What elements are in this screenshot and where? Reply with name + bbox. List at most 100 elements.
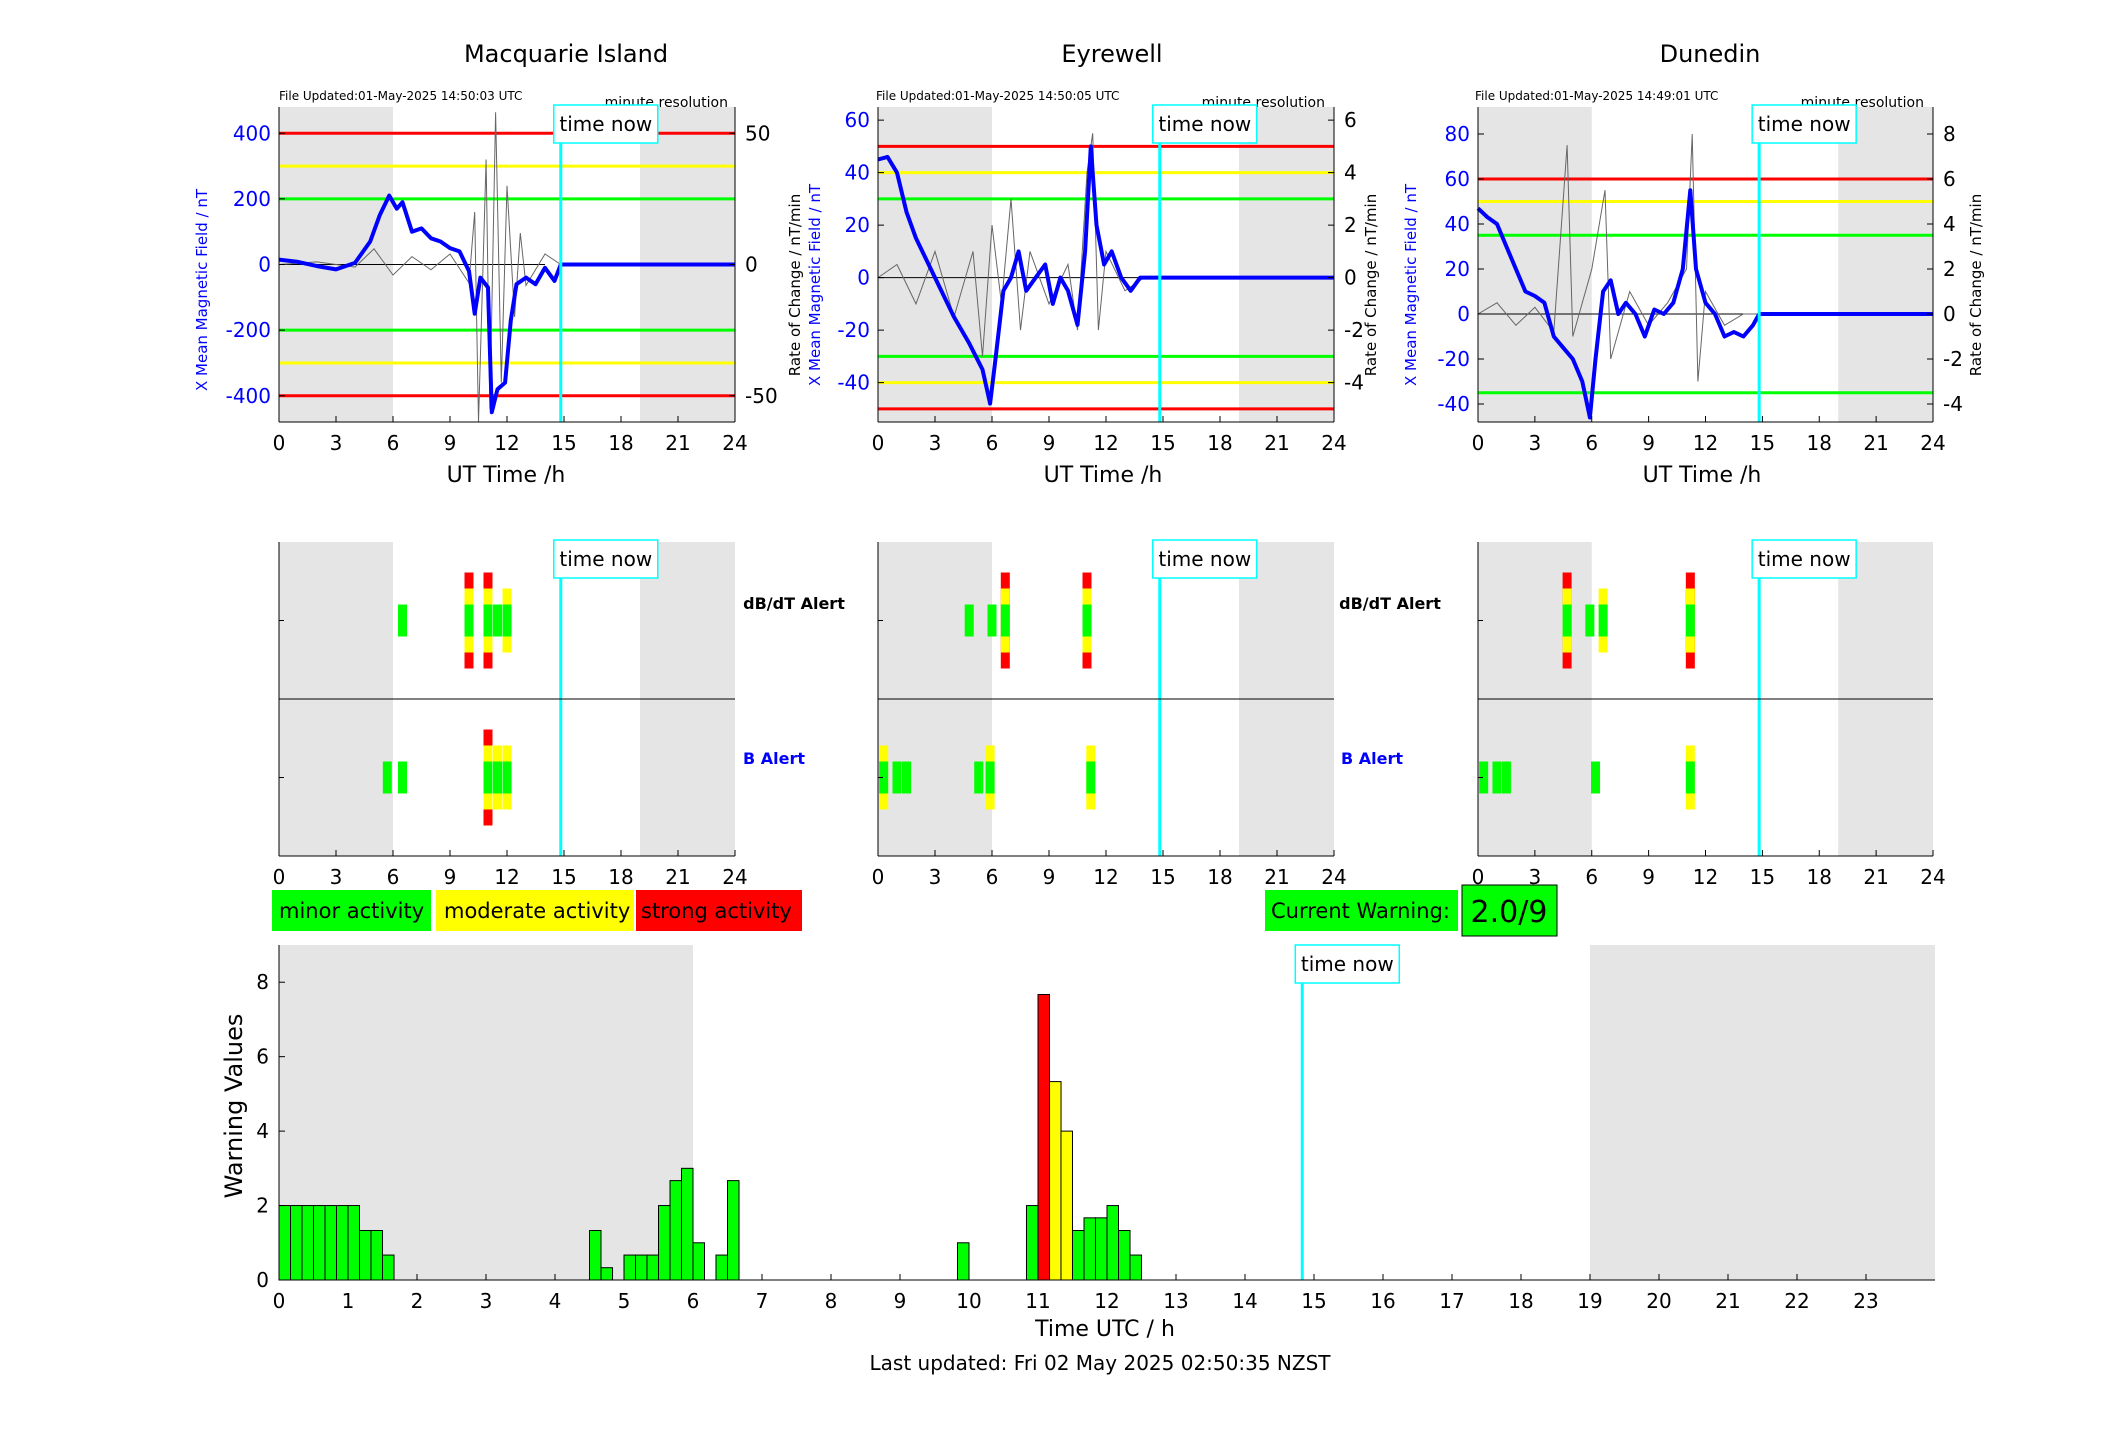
warning-bar [1118, 1229, 1131, 1281]
x-tick-label: 24 [1920, 431, 1945, 455]
right-y-tick-label: 6 [1943, 167, 1956, 191]
x-tick-label: 9 [444, 865, 457, 889]
left-y-tick-label: -200 [226, 318, 271, 342]
legend: minor activity moderate activity strong … [272, 890, 802, 931]
x-tick-label: 15 [1750, 865, 1775, 889]
x-tick-label: 3 [929, 865, 942, 889]
x-axis-label: UT Time /h [447, 463, 566, 488]
warning-bar [680, 1167, 694, 1281]
left-y-axis-label: X Mean Magnetic Field / nT [806, 183, 824, 386]
x-tick-label: 19 [1577, 1289, 1602, 1313]
x-tick-label: 0 [1472, 865, 1485, 889]
warning-bar [290, 1205, 303, 1281]
warning-bar [658, 1205, 671, 1281]
right-y-tick-label: -4 [1943, 392, 1963, 416]
right-y-tick-label: 4 [1943, 212, 1956, 236]
right-y-tick-label: 0 [1943, 302, 1956, 326]
warning-bar [1049, 1081, 1062, 1281]
field-trace [278, 193, 735, 415]
b-alert-mark-minor [985, 761, 995, 794]
warning-bar [692, 1242, 706, 1281]
field-trace [1476, 188, 1933, 420]
right-y-tick-label: 2 [1943, 257, 1956, 281]
x-tick-label: 12 [494, 865, 519, 889]
b-alert-label: B Alert [1341, 749, 1403, 768]
time-now-box [1294, 944, 1401, 984]
dbdt-alert-mark-minor [493, 604, 502, 637]
x-tick-label: 21 [665, 431, 690, 455]
x-tick-label: 21 [1863, 431, 1888, 455]
x-tick-label: 21 [1863, 865, 1888, 889]
legend-moderate-swatch [436, 890, 634, 931]
left-y-tick-label: -400 [226, 384, 271, 408]
right-y-tick-label: 0 [1344, 266, 1357, 290]
chart-y-axis-label: Warning Values [220, 1014, 248, 1199]
x-tick-label: 6 [387, 865, 400, 889]
time-now-box [1751, 104, 1857, 144]
x-tick-label: 12 [1093, 865, 1118, 889]
left-y-tick-label: -40 [837, 371, 870, 395]
current-warning-value-box [1461, 884, 1558, 937]
y-tick-label: 6 [256, 1045, 269, 1069]
x-axis-label: UT Time /h [1643, 463, 1762, 488]
x-tick-label: 14 [1232, 1289, 1257, 1313]
x-tick-label: 9 [1642, 431, 1655, 455]
warning-bar [1083, 1217, 1097, 1281]
left-y-tick-label: 0 [857, 266, 870, 290]
warning-bar [635, 1254, 648, 1281]
warning-bar [1060, 1130, 1073, 1281]
right-y-axis-label-prev: Rate of Change / nT/min [1362, 194, 1380, 376]
night-shade [1838, 107, 1933, 422]
x-tick-label: 3 [330, 865, 343, 889]
left-y-tick-label: 200 [233, 187, 271, 211]
current-warning-value: 2.0/9 [1471, 895, 1548, 930]
dbdt-alert-mark-minor [464, 604, 474, 637]
x-tick-label: 18 [608, 865, 633, 889]
warning-bar [1106, 1205, 1120, 1281]
x-tick-label: 12 [1693, 431, 1718, 455]
left-y-tick-label: 0 [1457, 302, 1470, 326]
alert-panel-eyrewell: time now 0 3 6 9 12 15 18 21 24 [872, 539, 1347, 889]
x-tick-label: 5 [618, 1289, 631, 1313]
x-tick-label: 9 [1642, 865, 1655, 889]
station-title: Eyrewell [1061, 40, 1162, 68]
y-tick-label: 4 [256, 1119, 269, 1143]
warning-bar [370, 1229, 383, 1281]
rate-of-change-trace [1477, 133, 1933, 382]
warning-bar [1025, 1205, 1039, 1281]
x-tick-label: 16 [1370, 1289, 1395, 1313]
left-y-tick-label: -20 [837, 318, 870, 342]
dbdt-alert-mark-minor [964, 604, 974, 637]
x-tick-label: 15 [1150, 865, 1175, 889]
x-tick-label: 24 [1920, 865, 1945, 889]
x-tick-label: 15 [551, 431, 576, 455]
x-tick-label: 24 [1321, 431, 1346, 455]
station-title: Macquarie Island [464, 40, 668, 68]
x-tick-label: 4 [549, 1289, 562, 1313]
y-tick-label: 2 [256, 1194, 269, 1218]
b-alert-mark-minor [879, 761, 889, 794]
left-y-tick-label: 60 [845, 108, 870, 132]
x-tick-label: 8 [825, 1289, 838, 1313]
left-y-tick-label: 40 [845, 161, 870, 185]
legend-strong-swatch [636, 890, 802, 931]
x-tick-label: 12 [1093, 431, 1118, 455]
dbdt-alert-mark-minor [1598, 604, 1608, 637]
x-tick-label: 15 [551, 865, 576, 889]
right-y-tick-label: -4 [1344, 371, 1364, 395]
night-shade [1590, 945, 1935, 1280]
right-y-axis-label-prev: Rate of Change / nT/min [786, 194, 804, 376]
file-updated-label: File Updated:01-May-2025 14:50:05 UTC [876, 89, 1119, 103]
dbdt-alert-mark-minor [398, 604, 407, 637]
dbdt-alert-mark-minor [1000, 604, 1010, 637]
right-y-tick-label: 0 [745, 253, 758, 277]
x-tick-label: 17 [1439, 1289, 1464, 1313]
time-now-box [1751, 539, 1857, 579]
x-tick-label: 15 [1301, 1289, 1326, 1313]
b-alert-mark-minor [974, 761, 984, 794]
night-shade [1478, 107, 1592, 422]
x-tick-label: 6 [387, 431, 400, 455]
x-tick-label: 18 [1508, 1289, 1533, 1313]
